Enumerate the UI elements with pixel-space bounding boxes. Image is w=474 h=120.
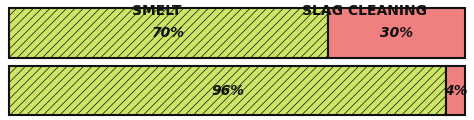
Text: 30%: 30%: [380, 26, 413, 40]
Text: SMELT: SMELT: [132, 4, 181, 18]
Bar: [328, 8, 465, 58]
Bar: [9, 66, 447, 115]
Bar: [447, 66, 465, 115]
Text: 4%: 4%: [444, 84, 467, 98]
Text: 96%: 96%: [211, 84, 245, 98]
Text: SLAG CLEANING: SLAG CLEANING: [302, 4, 428, 18]
Text: 70%: 70%: [152, 26, 185, 40]
Bar: [9, 8, 328, 58]
